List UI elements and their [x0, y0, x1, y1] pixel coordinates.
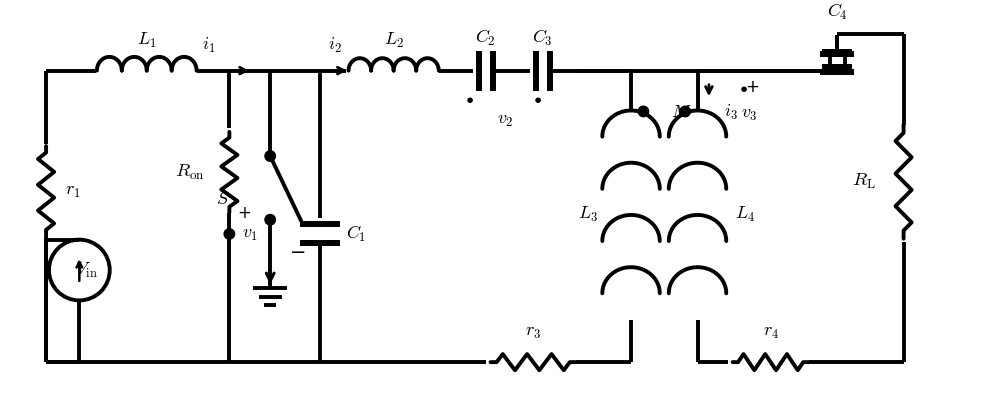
Circle shape: [638, 106, 649, 117]
Text: $v_3$: $v_3$: [741, 105, 757, 123]
Text: $-$: $-$: [289, 242, 305, 260]
Text: $L_3$: $L_3$: [578, 205, 598, 225]
Text: $\bullet$: $\bullet$: [463, 90, 474, 108]
Text: $r_4$: $r_4$: [763, 323, 779, 341]
Text: $L_1$: $L_1$: [137, 31, 157, 50]
Text: $\bullet$: $\bullet$: [737, 79, 748, 97]
Text: $\bullet$: $\bullet$: [531, 90, 542, 108]
Text: $R_{\rm L}$: $R_{\rm L}$: [852, 172, 876, 191]
Text: $M$: $M$: [671, 103, 692, 122]
Text: $C_3$: $C_3$: [532, 28, 553, 49]
Text: $L_2$: $L_2$: [384, 31, 404, 50]
Text: $i_2$: $i_2$: [328, 35, 342, 55]
Text: $i_1$: $i_1$: [202, 36, 215, 55]
Text: $C_2$: $C_2$: [475, 28, 496, 49]
Circle shape: [265, 151, 275, 161]
Text: $v_1$: $v_1$: [242, 225, 258, 243]
Text: $V_{\rm in}$: $V_{\rm in}$: [75, 261, 97, 279]
Circle shape: [224, 229, 235, 239]
Text: $R_{\rm on}$: $R_{\rm on}$: [175, 163, 204, 182]
Text: $S$: $S$: [216, 190, 230, 208]
Text: $r_1$: $r_1$: [65, 182, 80, 200]
Text: $+$: $+$: [237, 205, 251, 221]
Circle shape: [680, 106, 690, 117]
Text: $r_3$: $r_3$: [525, 323, 541, 341]
Text: $i_3$: $i_3$: [724, 103, 738, 122]
Text: $C_1$: $C_1$: [346, 224, 366, 244]
Circle shape: [265, 215, 275, 225]
Text: $v_2$: $v_2$: [497, 111, 513, 129]
Text: $L_4$: $L_4$: [735, 205, 755, 225]
Text: $+$: $+$: [745, 79, 759, 96]
Text: $C_4$: $C_4$: [827, 2, 847, 22]
